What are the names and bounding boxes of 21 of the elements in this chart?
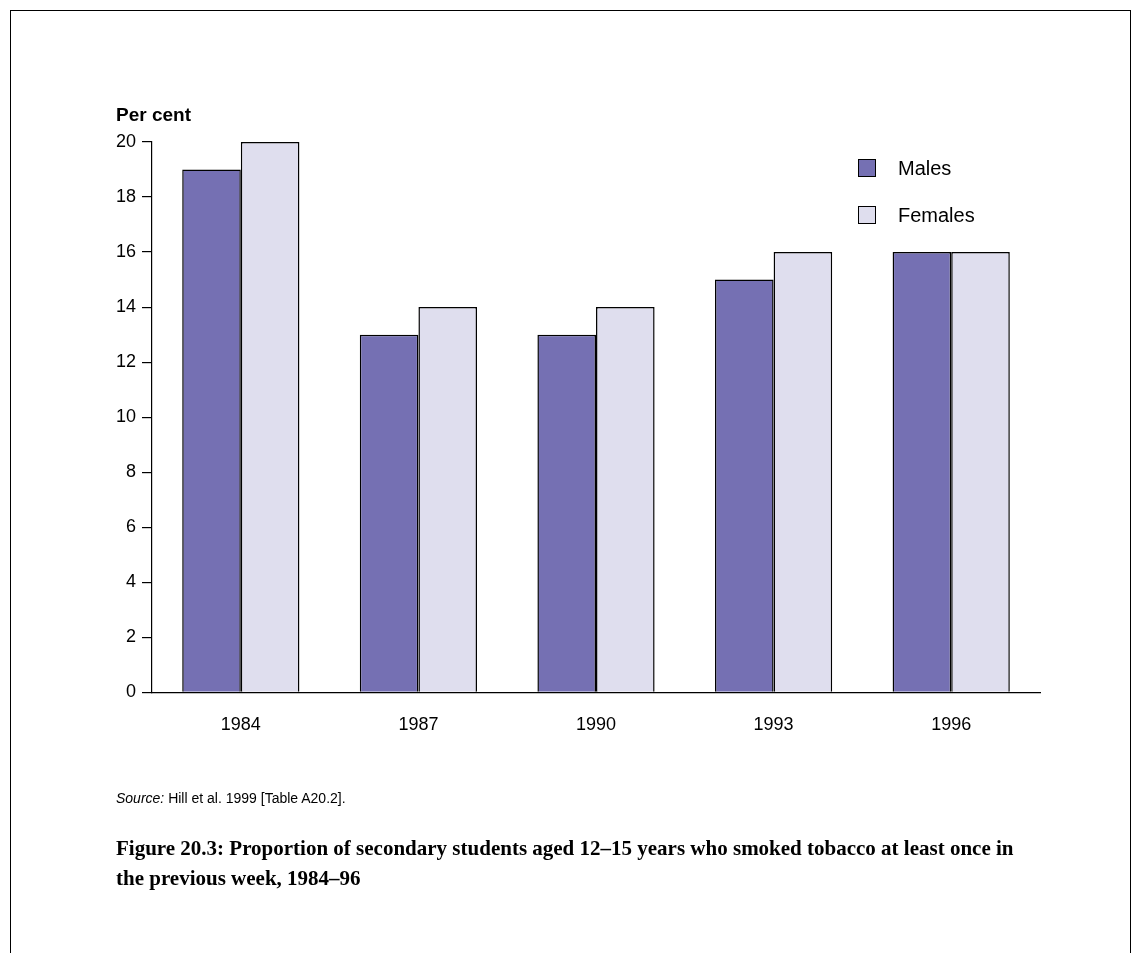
source-note: Source: Hill et al. 1999 [Table A20.2]. xyxy=(116,790,346,806)
y-tick-label: 10 xyxy=(115,406,137,427)
y-tick-label: 4 xyxy=(126,571,137,592)
x-tick-label: 1984 xyxy=(220,714,261,735)
x-tick-label: 1996 xyxy=(931,714,972,735)
y-tick-label: 8 xyxy=(126,461,137,482)
y-tick-label: 0 xyxy=(126,681,137,702)
y-tick-label: 14 xyxy=(115,296,137,317)
legend-label: Males xyxy=(898,156,952,180)
x-tick-label: 1990 xyxy=(575,714,617,735)
y-tick-label: 2 xyxy=(126,626,137,647)
text: Figure 20.3: Proportion of secondary students aged 12–15 years who smoked tobacco at least once in the previous week, 1984–96 xyxy=(116,835,1015,892)
x-tick-label: 1987 xyxy=(398,714,439,735)
y-tick-label: 6 xyxy=(126,516,137,537)
y-axis-title: Per cent xyxy=(116,104,191,126)
y-tick-label: 12 xyxy=(115,351,137,372)
legend-label: Females xyxy=(898,203,975,227)
y-tick-label: 16 xyxy=(115,241,137,262)
x-tick-label: 1993 xyxy=(753,714,794,735)
y-tick-label: 18 xyxy=(115,186,137,207)
y-tick-label: 20 xyxy=(115,130,137,151)
